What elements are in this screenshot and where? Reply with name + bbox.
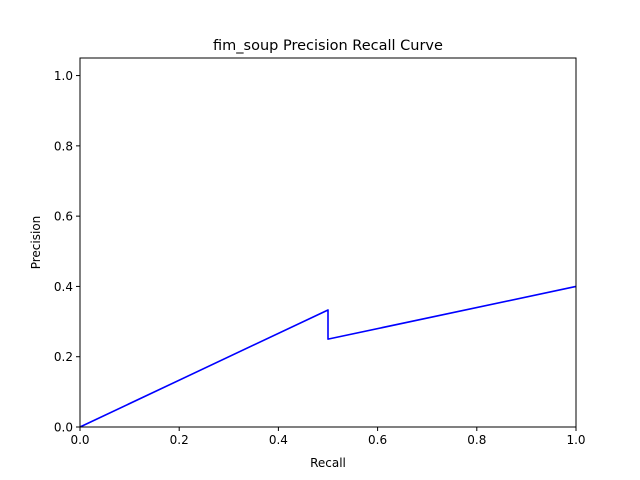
series-layer [79,285,577,428]
plot-area [80,58,576,427]
y-tick-label: 0.2 [54,350,73,364]
y-tick-label: 0.6 [54,210,73,224]
plot-frame [79,57,577,428]
y-tick-label: 0.4 [54,280,73,294]
x-tick-label: 0.2 [170,433,189,447]
x-tick-label: 0.4 [269,433,288,447]
x-tick-label: 0.8 [467,433,486,447]
precision-recall-line [79,285,577,428]
y-axis-label: Precision [29,216,43,270]
y-axis-ticks: 0.0 0.2 0.4 0.6 0.8 1.0 [54,69,80,435]
x-tick-label: 0.0 [70,433,89,447]
x-tick-label: 0.6 [368,433,387,447]
y-tick-label: 0.8 [54,139,73,153]
x-tick-label: 1.0 [566,433,585,447]
x-axis-label: Recall [310,456,346,470]
x-axis-ticks: 0.0 0.2 0.4 0.6 0.8 1.0 [70,427,586,447]
y-tick-label: 1.0 [54,69,73,83]
y-tick-label: 0.0 [54,421,73,435]
chart-title: fim_soup Precision Recall Curve [213,38,443,54]
